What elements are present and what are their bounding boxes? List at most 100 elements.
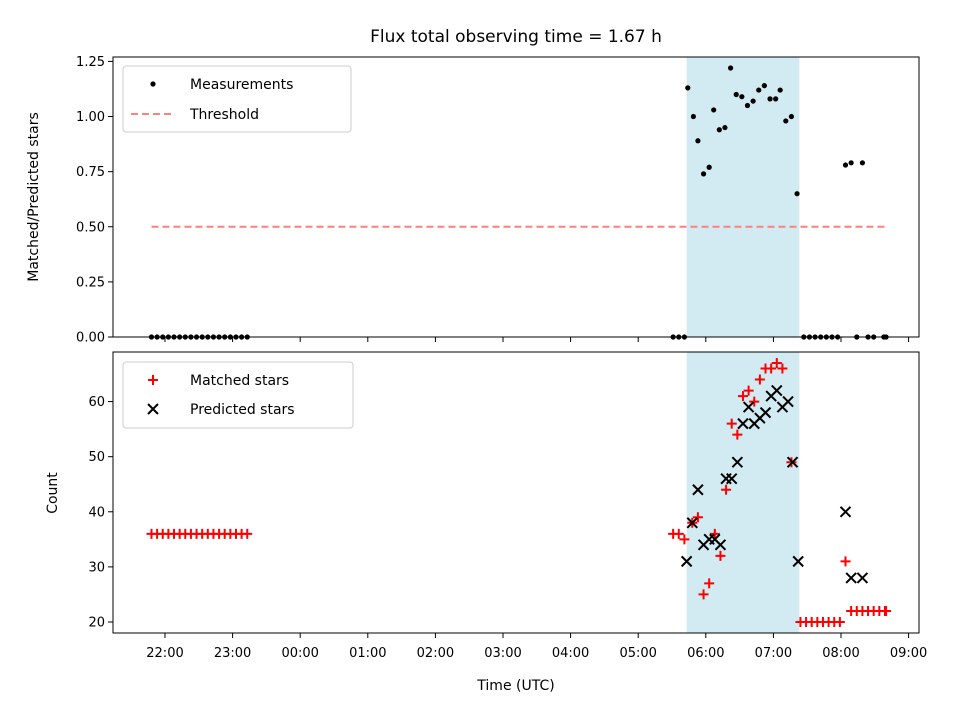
predicted-star-point — [692, 484, 704, 496]
legend-matched-label: Matched stars — [190, 373, 289, 389]
x-tick-label: 02:00 — [417, 646, 454, 661]
x-tick-label: 09:00 — [890, 646, 927, 661]
measurement-point — [706, 164, 712, 170]
bottom-y-axis-label: Count — [45, 472, 61, 514]
measurement-point — [794, 191, 800, 197]
measurement-point — [733, 91, 739, 98]
matched-star-point — [698, 589, 709, 600]
measurement-point — [842, 162, 849, 168]
measurement-point — [761, 83, 767, 89]
measurement-point — [716, 127, 722, 133]
legend-measurements-marker — [150, 81, 156, 87]
matched-star-point — [704, 578, 715, 589]
shaded-interval — [686, 57, 800, 337]
legend-predicted-label: Predicted stars — [190, 402, 295, 418]
legend-predicted-marker — [147, 403, 159, 415]
predicted-star-point — [742, 401, 755, 413]
measurement-point — [744, 102, 751, 109]
x-tick-label: 03:00 — [484, 646, 521, 661]
measurement-point — [727, 65, 734, 71]
predicted-star-point — [782, 395, 794, 408]
measurement-point — [690, 113, 697, 120]
matched-star-point — [732, 429, 743, 440]
measurement-point — [777, 87, 783, 93]
y-tick-label: 20 — [88, 615, 105, 630]
predicted-star-point — [839, 506, 852, 518]
matched-star-point — [777, 363, 788, 374]
y-tick-label: 30 — [88, 560, 105, 575]
matched-star-point — [766, 363, 777, 374]
measurement-point — [739, 94, 745, 100]
matched-star-point — [749, 396, 760, 407]
matched-star-point — [840, 556, 851, 567]
measurement-point — [700, 171, 707, 177]
x-tick-label: 00:00 — [281, 646, 318, 661]
matched-star-point — [709, 528, 720, 539]
predicted-star-point — [686, 517, 698, 529]
y-tick-label: 0.25 — [76, 275, 105, 290]
matched-star-point — [242, 528, 253, 539]
measurement-point — [695, 138, 701, 144]
matched-star-point — [673, 528, 684, 539]
bottom-panel: 20 30 40 50 60 22:00 23:00 00:00 01:00 02:00 03:00… — [88, 351, 927, 661]
legend-threshold-label: Threshold — [189, 107, 259, 123]
y-tick-label: 50 — [88, 450, 105, 465]
x-tick-label: 01:00 — [349, 646, 386, 661]
measurement-point — [685, 85, 691, 91]
y-tick-label: 1.00 — [76, 110, 105, 125]
y-tick-label: 0.50 — [76, 220, 105, 235]
top-y-axis-label: Matched/Predicted stars — [26, 112, 42, 282]
x-tick-label: 07:00 — [755, 646, 792, 661]
predicted-star-point — [737, 417, 749, 430]
legend-matched-marker — [148, 375, 158, 385]
chart-title: Flux total observing time = 1.67 h — [370, 27, 662, 47]
y-tick-label: 40 — [88, 505, 105, 520]
y-tick-label: 0.75 — [76, 165, 105, 180]
predicted-star-point — [731, 456, 744, 468]
predicted-star-point — [714, 539, 727, 551]
matched-star-point — [721, 484, 732, 495]
x-tick-label: 05:00 — [619, 646, 656, 661]
y-tick-label: 0.00 — [76, 331, 105, 346]
measurement-point — [848, 160, 854, 166]
matched-star-point — [692, 512, 703, 523]
top-panel: 0.00 0.25 0.50 0.75 1.00 1.25 Measurements Thre… — [76, 55, 920, 346]
x-tick-label: 08:00 — [822, 646, 859, 661]
x-tick-label: 04:00 — [552, 646, 589, 661]
x-tick-label: 23:00 — [214, 646, 251, 661]
matched-star-point — [737, 391, 748, 402]
predicted-star-point — [856, 572, 869, 584]
measurement-point — [859, 160, 866, 166]
top-legend: Measurements Threshold — [122, 65, 352, 133]
y-tick-label: 1.25 — [76, 55, 105, 70]
measurement-point — [783, 118, 789, 124]
measurement-point — [773, 96, 779, 102]
predicted-star-point — [680, 555, 693, 568]
predicted-star-point — [771, 384, 783, 397]
matched-star-point — [881, 605, 892, 616]
predicted-star-point — [759, 406, 772, 419]
matched-star-point — [771, 358, 782, 369]
predicted-star-point — [786, 456, 799, 468]
measurement-point — [788, 113, 795, 120]
bottom-plot-frame — [112, 351, 920, 634]
matched-star-point — [715, 550, 726, 561]
predicted-star-point — [726, 473, 738, 485]
legend-box — [122, 361, 354, 429]
x-tick-label: 06:00 — [687, 646, 724, 661]
matched-star-point — [834, 616, 845, 627]
legend-box — [122, 65, 352, 133]
measurement-point — [722, 124, 728, 131]
x-tick-label: 22:00 — [146, 646, 183, 661]
bottom-legend: Matched stars Predicted stars — [122, 361, 354, 429]
predicted-star-point — [845, 572, 857, 584]
matched-star-point — [679, 534, 690, 545]
x-axis-label: Time (UTC) — [476, 678, 554, 694]
top-plot-frame — [112, 56, 920, 338]
predicted-star-point — [792, 555, 804, 568]
matched-star-point — [743, 385, 754, 396]
matched-star-point — [726, 418, 737, 429]
y-tick-label: 60 — [88, 395, 105, 410]
measurement-point — [711, 107, 717, 113]
